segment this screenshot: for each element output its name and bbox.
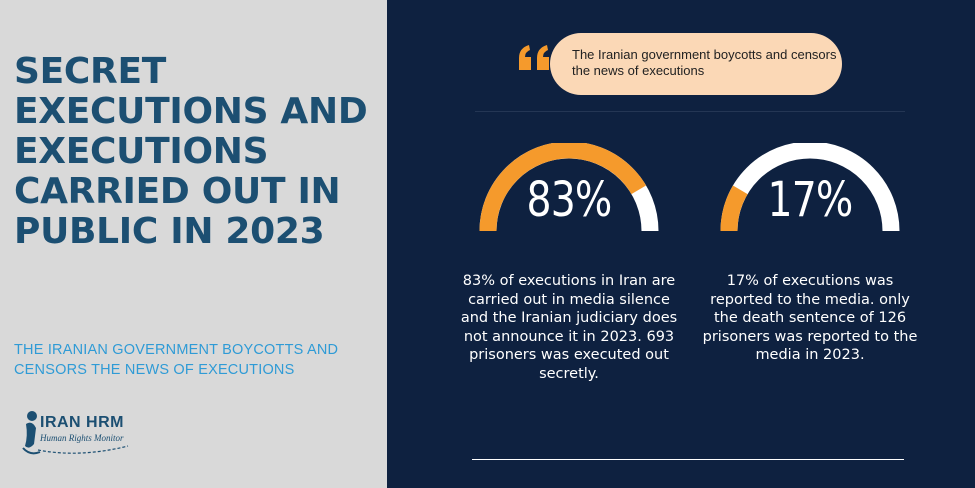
page-subtitle: THE IRANIAN GOVERNMENT BOYCOTTS AND CENS… [14, 342, 339, 378]
stat-description-17: 17% of executions was reported to the me… [702, 273, 918, 363]
bottom-rule [472, 459, 904, 460]
logo-name: IRAN HRM [40, 414, 124, 431]
iran-hrm-logo-icon [22, 411, 129, 455]
gauge-17-percent [720, 143, 900, 232]
gauge-fill [479, 143, 647, 232]
quote-text: The Iranian government boycotts and cens… [572, 47, 837, 78]
gauge-fill [720, 185, 748, 232]
divider [475, 111, 905, 112]
logo-tagline: Human Rights Monitor [40, 433, 124, 443]
quote-box [550, 33, 842, 95]
left-panel [0, 0, 387, 488]
gauge-value-17: 17% [767, 172, 853, 228]
page-title: SECRET EXECUTIONS AND EXECUTIONS CARRIED… [14, 51, 368, 252]
gauge-83-percent [479, 143, 659, 232]
gauge-value-83: 83% [526, 172, 612, 228]
quote-icon [519, 45, 549, 70]
stat-description-83: 83% of executions in Iran are carried ou… [460, 273, 678, 382]
